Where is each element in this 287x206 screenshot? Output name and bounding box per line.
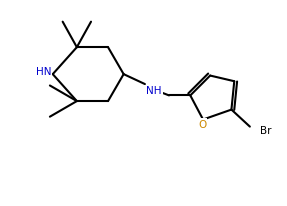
Text: O: O — [198, 119, 207, 129]
Text: HN: HN — [36, 67, 51, 77]
Text: Br: Br — [260, 125, 271, 135]
Text: NH: NH — [146, 86, 162, 96]
